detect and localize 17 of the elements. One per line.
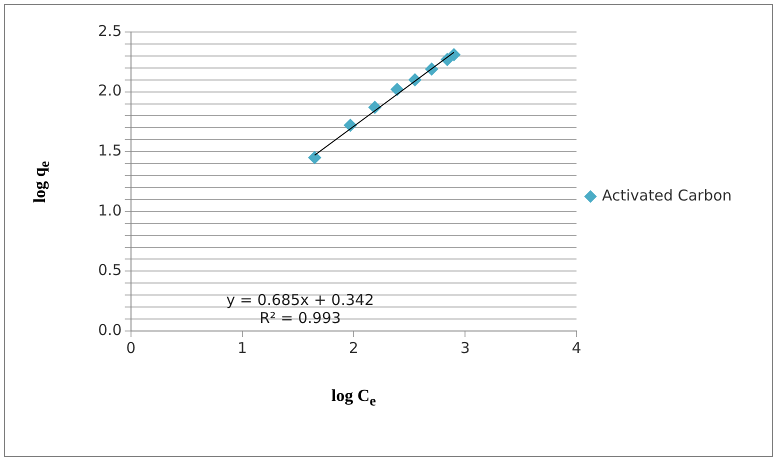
legend-label: Activated Carbon — [602, 186, 732, 204]
x-tick-label: 3 — [460, 338, 470, 357]
y-tick-label: 1.0 — [98, 201, 122, 220]
annotation: y = 0.685x + 0.342 — [226, 291, 374, 309]
point — [308, 151, 322, 164]
y-tick-label: 2.5 — [98, 22, 122, 40]
y-tick-label: 0.5 — [98, 261, 122, 280]
annotation: R² = 0.993 — [259, 309, 341, 327]
x-tick-label: 1 — [237, 338, 248, 357]
point — [447, 48, 460, 62]
text: 0.0 — [98, 320, 122, 339]
x-axis-title: log C$_{e}$ — [331, 386, 376, 410]
y-tick-label: 1.5 — [98, 141, 122, 160]
x-tick-label: 4 — [572, 338, 582, 357]
x-tick-label: 0 — [126, 338, 136, 357]
x-tick-label: 2 — [348, 338, 358, 357]
y-tick-label: 2.0 — [98, 82, 122, 100]
